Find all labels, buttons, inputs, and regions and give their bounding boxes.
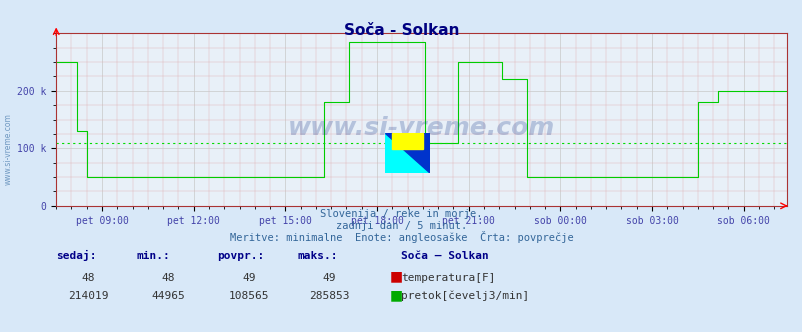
Text: Meritve: minimalne  Enote: angleosaške  Črta: povprečje: Meritve: minimalne Enote: angleosaške Čr… <box>229 231 573 243</box>
Text: www.si-vreme.com: www.si-vreme.com <box>288 116 554 140</box>
Polygon shape <box>391 133 423 149</box>
Text: maks.:: maks.: <box>297 251 337 261</box>
Text: 214019: 214019 <box>68 291 108 301</box>
Text: sedaj:: sedaj: <box>56 250 96 261</box>
Polygon shape <box>385 133 429 173</box>
Text: ■: ■ <box>389 288 402 302</box>
Text: min.:: min.: <box>136 251 170 261</box>
Text: povpr.:: povpr.: <box>217 251 264 261</box>
Text: 44965: 44965 <box>152 291 185 301</box>
Text: 285853: 285853 <box>309 291 349 301</box>
Text: Soča - Solkan: Soča - Solkan <box>343 23 459 38</box>
Text: 49: 49 <box>242 273 255 283</box>
Text: ■: ■ <box>389 270 402 284</box>
Text: www.si-vreme.com: www.si-vreme.com <box>4 114 13 185</box>
Text: pretok[čevelj3/min]: pretok[čevelj3/min] <box>401 290 529 301</box>
Text: Slovenija / reke in morje.: Slovenija / reke in morje. <box>320 209 482 219</box>
Text: 48: 48 <box>82 273 95 283</box>
Text: 48: 48 <box>162 273 175 283</box>
Text: temperatura[F]: temperatura[F] <box>401 273 496 283</box>
Text: 49: 49 <box>322 273 335 283</box>
Text: 108565: 108565 <box>229 291 269 301</box>
Text: Soča – Solkan: Soča – Solkan <box>401 251 488 261</box>
Text: zadnji dan / 5 minut.: zadnji dan / 5 minut. <box>335 221 467 231</box>
Polygon shape <box>385 133 429 173</box>
